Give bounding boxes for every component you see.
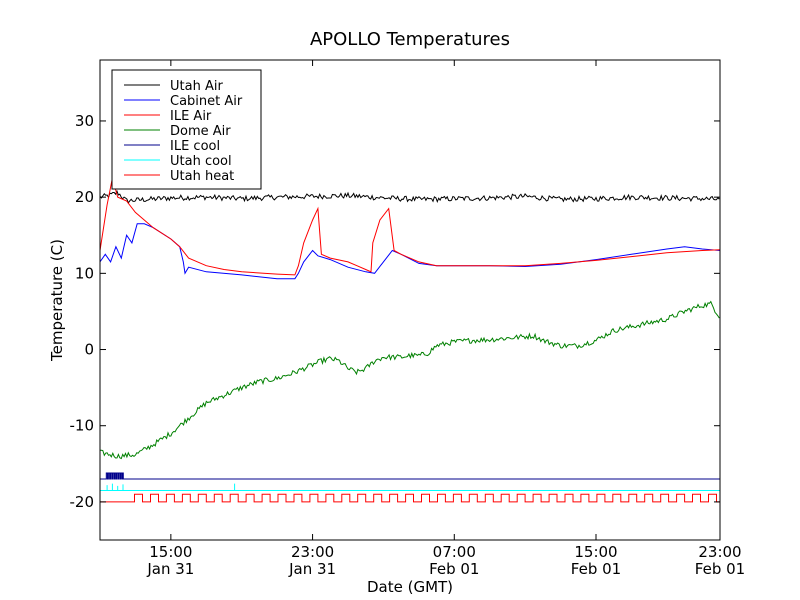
legend-label-ile-cool: ILE cool [170,139,220,154]
x-tick-label-date: Feb 01 [571,560,621,578]
legend-label-utah-heat: Utah heat [170,169,234,184]
y-axis-label: Temperature (C) [48,239,66,362]
series-line-ile-cool [100,472,720,480]
x-tick-label-date: Feb 01 [429,560,479,578]
x-tick-label-date: Feb 01 [695,560,745,578]
legend-label-utah-air: Utah Air [170,79,223,94]
x-tick-label-time: 07:00 [433,543,476,561]
legend-label-cabinet-air: Cabinet Air [170,94,243,109]
plot-frame [99,59,721,541]
series-layer [100,177,720,503]
y-tick-label: 0 [84,341,94,359]
series-line-cabinet-air [100,223,720,280]
series-line-utah-cool [100,483,720,491]
x-tick-label-time: 23:00 [291,543,334,561]
series-line-ile-air [100,177,720,276]
legend-label-ile-air: ILE Air [170,109,212,124]
y-tick-label: 10 [75,264,94,282]
series-line-utah-heat [100,493,720,503]
x-tick-label-time: 23:00 [698,543,741,561]
x-tick-label-date: Jan 31 [288,560,336,578]
series-line-dome-air [100,300,720,460]
y-tick-label: -10 [70,417,95,435]
chart-title: APOLLO Temperatures [310,29,510,50]
x-tick-label-time: 15:00 [574,543,617,561]
legend-label-dome-air: Dome Air [170,124,231,139]
x-tick-label-date: Jan 31 [146,560,194,578]
legend-label-utah-cool: Utah cool [170,154,232,169]
y-axis: 30 20 10 0 -10 -20 [70,112,720,511]
y-tick-label: 20 [75,188,94,206]
series-line-utah-air [100,189,720,204]
x-tick-label-time: 15:00 [149,543,192,561]
y-tick-label: -20 [70,493,95,511]
y-tick-label: 30 [75,112,94,130]
x-axis-label: Date (GMT) [367,578,453,596]
